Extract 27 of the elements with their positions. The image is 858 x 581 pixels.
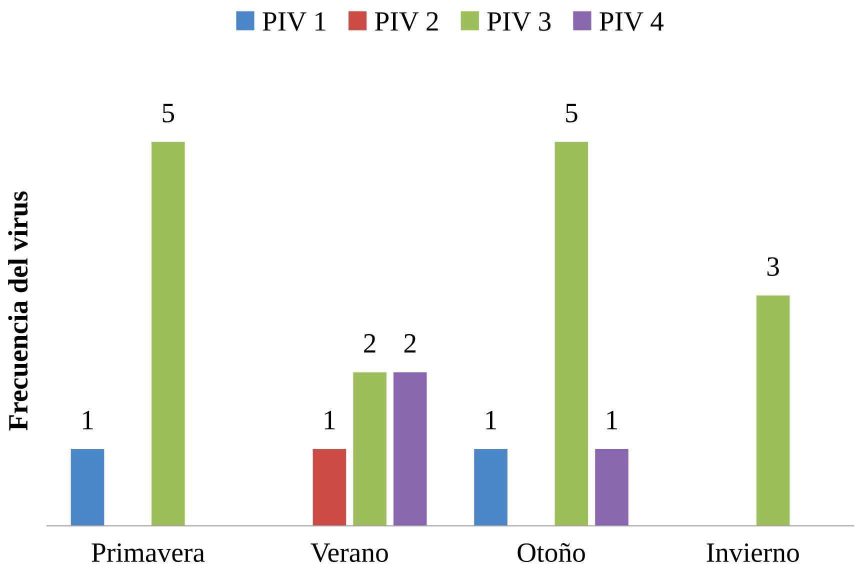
legend-label: PIV 3 [487, 12, 551, 31]
data-label: 2 [404, 334, 416, 352]
bar [554, 142, 588, 526]
bar [353, 372, 386, 526]
data-label: 5 [162, 104, 174, 122]
data-label: 2 [364, 334, 376, 352]
y-axis-title: Frecuencia del virus [8, 191, 28, 430]
data-label: 1 [486, 410, 496, 430]
x-tick-label: Verano [310, 544, 388, 562]
data-label: 1 [607, 410, 618, 430]
legend-label: PIV 1 [262, 12, 326, 31]
bar [474, 449, 508, 526]
bar [312, 449, 346, 526]
legend-label: PIV 4 [600, 12, 664, 31]
bar [152, 142, 185, 526]
bar [756, 295, 790, 526]
bar [393, 372, 427, 526]
data-label: 1 [83, 410, 93, 430]
x-tick-label: Invierno [706, 543, 799, 562]
data-label: 3 [767, 257, 779, 276]
x-tick-label: Otoño [518, 543, 585, 562]
x-tick-label: Primavera [92, 543, 205, 562]
bar [70, 449, 104, 526]
data-label: 1 [324, 410, 335, 430]
bar [595, 449, 628, 526]
data-label: 5 [566, 104, 578, 122]
legend-label: PIV 2 [375, 12, 438, 31]
